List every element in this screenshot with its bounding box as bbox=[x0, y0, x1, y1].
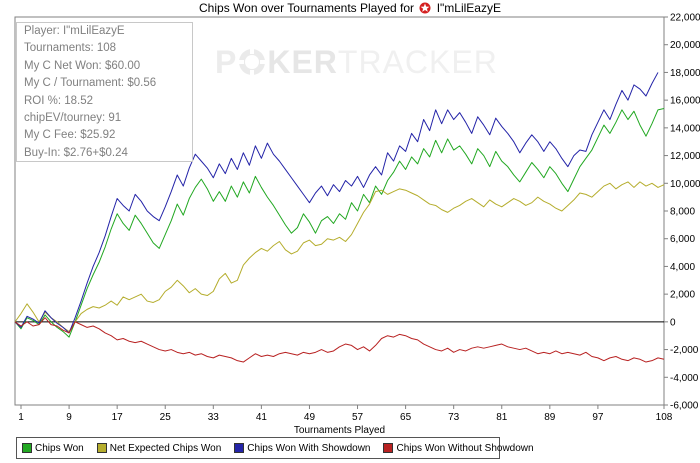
y-tick-label: 4,000 bbox=[670, 262, 695, 273]
x-tick-label: 49 bbox=[304, 412, 316, 423]
y-tick-label: 8,000 bbox=[670, 207, 695, 218]
info-player: Player: I"mLilEazyE bbox=[24, 25, 125, 37]
watermark-tracker: TRACKER bbox=[337, 44, 498, 80]
legend-item: Chips Won With Showdown bbox=[234, 443, 370, 454]
y-tick-label: 20,000 bbox=[670, 40, 700, 51]
watermark-ker: KER bbox=[267, 44, 338, 80]
info-tournaments: Tournaments: 108 bbox=[24, 42, 117, 55]
x-axis-label: Tournaments Played bbox=[294, 425, 385, 436]
x-tick-label: 41 bbox=[256, 412, 268, 423]
pokertracker-watermark: P KERTRACKER bbox=[215, 44, 498, 81]
series-line-chips-won bbox=[14, 107, 665, 338]
legend-item: Chips Won bbox=[22, 443, 84, 454]
x-tick-label: 9 bbox=[66, 412, 72, 423]
info-chipev: chipEV/tourney: 91 bbox=[24, 112, 122, 125]
y-tick-label: -2,000 bbox=[670, 345, 699, 356]
legend-swatch bbox=[22, 443, 32, 453]
y-tick-label: 16,000 bbox=[670, 96, 700, 107]
stats-info-box: Player: I"mLilEazyE Tournaments: 108 My … bbox=[16, 22, 193, 162]
pokerstars-logo-icon bbox=[419, 2, 431, 14]
chart-title: Chips Won over Tournaments Played for I"… bbox=[0, 0, 700, 17]
legend-swatch bbox=[96, 443, 107, 453]
x-tick-label: 1 bbox=[18, 412, 24, 423]
y-tick-label: 18,000 bbox=[670, 68, 700, 79]
x-tick-label: 57 bbox=[352, 412, 364, 423]
poker-chip-icon bbox=[239, 49, 266, 75]
legend-label: Chips Won With Showdown bbox=[247, 442, 371, 454]
chart-title-player: I"mLilEazyE bbox=[436, 1, 501, 15]
legend-item: Chips Won Without Showdown bbox=[383, 442, 534, 454]
x-tick-label: 65 bbox=[400, 412, 412, 423]
y-tick-label: 14,000 bbox=[670, 123, 700, 134]
y-tick-label: -4,000 bbox=[670, 373, 699, 384]
watermark-p: P bbox=[215, 44, 238, 80]
info-fee: My C Fee: $25.92 bbox=[24, 129, 116, 142]
y-tick-label: 6,000 bbox=[670, 234, 695, 245]
x-tick-label: 81 bbox=[496, 412, 508, 423]
y-tick-label: -6,000 bbox=[670, 401, 699, 412]
x-tick-label: 89 bbox=[544, 412, 556, 423]
legend-label: Chips Won Without Showdown bbox=[396, 442, 534, 454]
x-tick-label: 17 bbox=[112, 412, 124, 423]
x-tick-label: 108 bbox=[656, 412, 673, 423]
y-tick-label: 0 bbox=[670, 317, 676, 328]
x-tick-label: 97 bbox=[592, 412, 604, 423]
x-tick-label: 33 bbox=[208, 412, 220, 423]
info-roi: ROI %: 18.52 bbox=[24, 94, 94, 107]
legend-label: Net Expected Chips Won bbox=[109, 442, 222, 454]
legend-label: Chips Won bbox=[35, 442, 84, 454]
x-tick-label: 73 bbox=[448, 412, 460, 423]
x-tick-label: 25 bbox=[160, 412, 172, 423]
legend-swatch bbox=[234, 443, 245, 453]
chart-legend: Chips Won Net Expected Chips Won Chips Won… bbox=[16, 437, 534, 459]
info-per-tournament: My C / Tournament: $0.56 bbox=[24, 77, 157, 90]
legend-item: Net Expected Chips Won bbox=[96, 442, 222, 454]
chart-title-text: Chips Won over Tournaments Played for bbox=[199, 1, 415, 15]
series-line-net-expected-chips-won bbox=[14, 181, 665, 333]
y-tick-label: 22,000 bbox=[670, 13, 700, 24]
y-tick-label: 10,000 bbox=[670, 179, 700, 190]
series-line-chips-won-with-showdown bbox=[14, 72, 659, 334]
info-buyin: Buy-In: $2.76+$0.24 bbox=[24, 146, 128, 159]
legend-swatch bbox=[383, 443, 394, 453]
y-tick-label: 12,000 bbox=[670, 151, 700, 162]
series-line-chips-won-without-showdown bbox=[14, 317, 665, 363]
y-tick-label: 2,000 bbox=[670, 290, 695, 301]
info-net-won: My C Net Won: $60.00 bbox=[24, 59, 141, 72]
